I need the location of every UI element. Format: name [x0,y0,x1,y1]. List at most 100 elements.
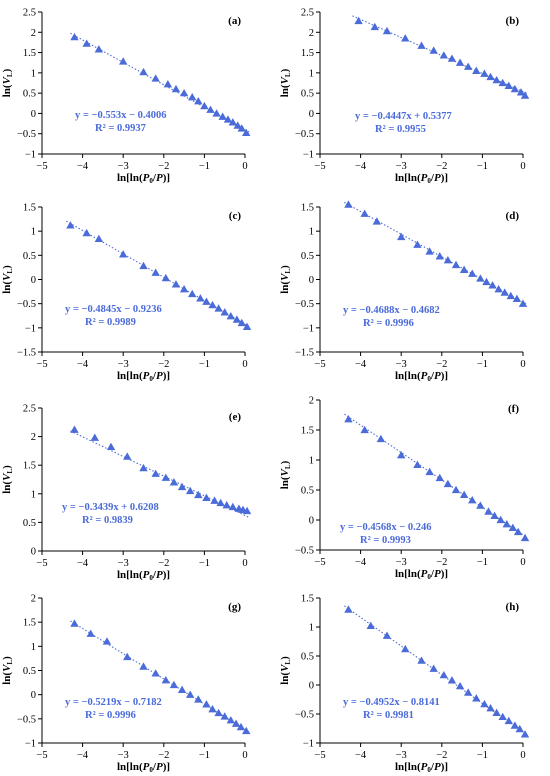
data-point [242,322,252,331]
data-point [447,676,457,684]
fit-equation: y = −0.5219x − 0.7182 [65,697,162,708]
data-point [500,288,509,296]
y-tick-label: 0 [31,275,36,286]
data-point [498,712,507,721]
y-tick-label: −1.5 [17,348,36,359]
data-point [482,277,491,286]
data-point [504,716,513,725]
data-point [177,685,187,693]
panel-label: (e) [229,411,242,423]
data-point [520,533,530,542]
x-tick-label: −4 [77,161,89,172]
data-point [228,502,238,511]
x-tick-label: −3 [118,558,129,569]
data-point [376,434,386,443]
x-tick-label: −2 [158,161,169,172]
x-tick-label: 0 [242,161,247,172]
y-tick-label: 1.5 [301,426,314,437]
x-tick-label: −5 [36,359,47,370]
y-tick-label: 1 [309,456,314,467]
chart-panel-a: 2.521.510.50−0.5−1−5 −4 −3 −2 −1 0ln[ln(P0/P)… [1,8,251,185]
panel-label: (h) [506,601,520,613]
data-point [90,433,99,441]
data-point [451,485,461,494]
y-tick-label: −1 [303,739,314,750]
y-tick-label: 0.5 [301,652,314,663]
x-axis-label: ln[ln(P0/P)] [395,568,448,581]
data-point [214,708,223,717]
data-point [476,501,485,509]
y-tick-label: −0.5 [295,299,314,310]
data-point [344,605,353,613]
y-tick-label: −0.5 [17,129,36,140]
x-tick-label: −2 [436,161,447,172]
y-tick-label: 2.5 [301,8,314,19]
y-tick-label: −1 [303,150,314,161]
data-point [94,45,104,53]
y-tick-label: 0 [309,681,314,692]
data-point [102,637,112,645]
data-point [70,425,79,433]
fit-r-squared: R² = 0.9839 [82,515,133,526]
y-tick-label: 0 [309,109,314,120]
x-tick-label: −3 [118,359,129,370]
data-point [468,269,477,277]
x-tick-label: −4 [77,359,89,370]
data-point [498,78,507,87]
y-tick-label: 1 [31,489,36,500]
data-point [518,299,528,307]
fit-equation: y = −0.4952x − 0.8141 [343,697,440,708]
y-tick-label: −1 [25,150,36,161]
x-tick-label: 0 [520,750,525,761]
trendline [352,15,528,94]
chart-panel-e: 2.521.510.50−5 −4 −3 −2 −1 0ln[ln(P0/P)]ln(VL… [1,404,252,582]
data-point [480,699,489,708]
chart-panel-b: 2.521.510.50−0.5−1−5 −4 −3 −2 −1 0ln[ln(P0/P)… [279,8,530,185]
chart-panel-d: 1.5 1 0.5 0 −0.5 −1 −1.5−5 −4 −3 −2 −1 0 ln[ln(P0/P)… [279,200,528,383]
panel-label: (b) [506,15,520,27]
data-point [82,228,91,237]
data-point [382,631,392,639]
data-point [237,124,246,132]
data-point [151,469,160,477]
chart-panel-g: 21.510.50−0.5−1−5 −4 −3 −2 −1 0ln[ln(P0/P)]ln… [1,594,251,774]
data-point [214,304,223,312]
y-tick-label: −0.5 [295,129,314,140]
x-tick-label: −2 [436,750,447,761]
data-point [231,719,241,727]
x-tick-label: −3 [118,161,129,172]
data-point [185,486,195,495]
data-point [208,300,217,309]
data-point [208,704,217,713]
data-point [151,268,160,276]
y-tick-label: 2 [31,594,36,605]
data-point [506,291,516,300]
y-axis-label: ln(VL) [1,68,14,97]
y-tick-label: 2.5 [23,404,36,415]
data-point [484,507,493,515]
x-tick-label: −3 [118,750,129,761]
data-point [488,281,497,289]
data-point [119,57,128,65]
y-tick-label: 0 [31,690,36,701]
data-point [220,308,229,316]
x-axis-label: ln[ln(P0/P)] [395,370,448,383]
data-point [212,109,221,117]
data-point [169,478,179,486]
data-point [520,91,530,99]
x-tick-label: 0 [242,558,247,569]
data-point [70,32,79,41]
data-point [237,318,246,327]
data-point [360,209,369,217]
y-tick-label: 0.5 [301,89,314,100]
fit-equation: y = −0.553x − 0.4006 [75,110,166,121]
data-point [425,247,434,255]
data-point [382,26,392,35]
chart-panel-c: 1.5 1 0.5 0 −0.5 −1 −1.5−5 −4 −3 −2 −1 0 ln[ln(P0/P)… [1,203,252,383]
fit-r-squared: R² = 0.9937 [95,123,146,134]
fit-equation: y = −0.4845x − 0.9236 [65,304,162,315]
data-point [151,669,160,677]
data-point [202,493,211,501]
data-point [494,284,503,293]
data-point [223,115,233,123]
